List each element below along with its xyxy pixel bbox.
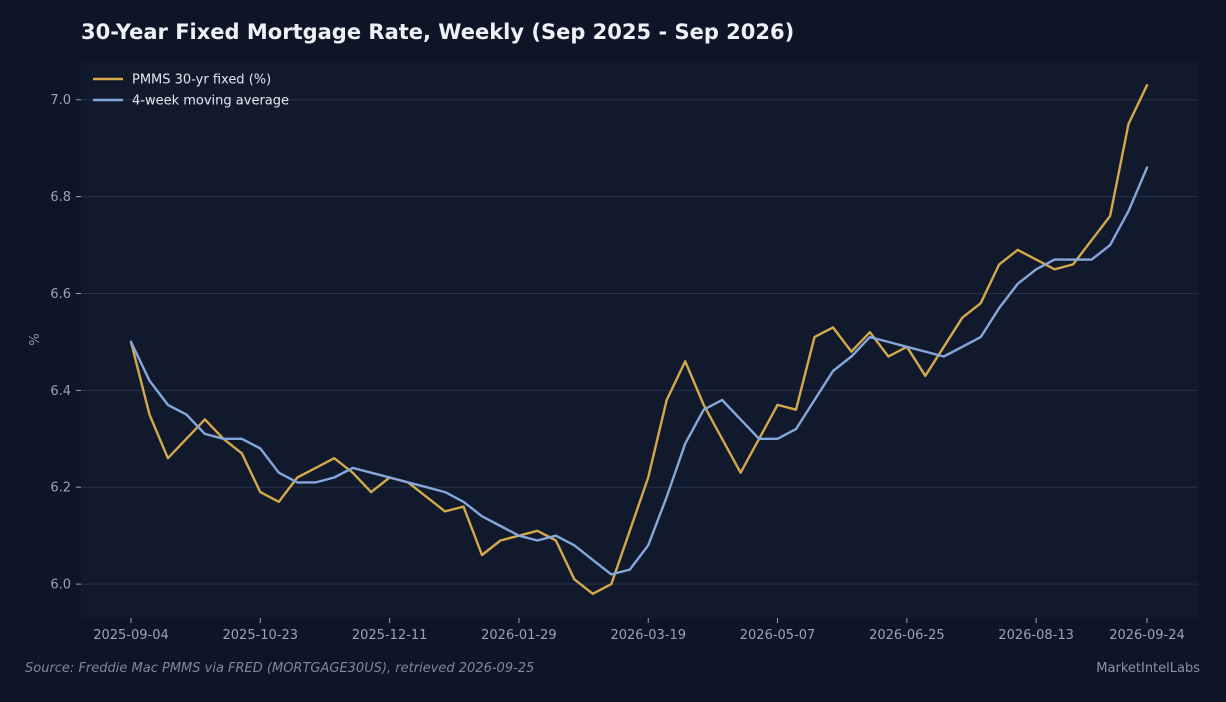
brand-label: MarketIntelLabs xyxy=(1096,661,1200,676)
y-tick-label: 7.0 xyxy=(50,93,71,108)
chart-title: 30-Year Fixed Mortgage Rate, Weekly (Sep… xyxy=(81,20,795,44)
x-tick-label: 2026-09-24 xyxy=(1109,628,1185,643)
source-note: Source: Freddie Mac PMMS via FRED (MORTG… xyxy=(25,661,535,676)
moving-average-series-line xyxy=(129,166,1149,576)
plot-background xyxy=(81,61,1198,618)
y-tick-label: 6.2 xyxy=(50,481,71,496)
legend-label-moving-average: 4-week moving average xyxy=(132,94,289,109)
legend: PMMS 30-yr fixed (%) 4-week moving averag… xyxy=(93,73,289,109)
x-tick-label: 2025-09-04 xyxy=(93,628,169,643)
series-lines xyxy=(129,83,1149,595)
x-tick-label: 2026-01-29 xyxy=(481,628,557,643)
x-tick-label: 2026-08-13 xyxy=(998,628,1074,643)
x-tick-label: 2026-03-19 xyxy=(610,628,686,643)
y-tick-label: 6.6 xyxy=(50,287,71,302)
y-axis-ticks: 6.0 6.2 6.4 6.6 6.8 7.0 xyxy=(50,93,81,593)
y-tick-label: 6.0 xyxy=(50,578,71,593)
grid-lines xyxy=(81,99,1198,585)
x-axis-ticks: 2025-09-04 2025-10-23 2025-12-11 2026-01-29… xyxy=(93,618,1185,643)
x-tick-label: 2026-06-25 xyxy=(869,628,945,643)
pmms-series-line xyxy=(129,83,1149,595)
y-tick-label: 6.8 xyxy=(50,190,71,205)
x-tick-label: 2025-12-11 xyxy=(352,628,428,643)
x-tick-label: 2025-10-23 xyxy=(223,628,299,643)
y-tick-label: 6.4 xyxy=(50,384,71,399)
legend-label-pmms: PMMS 30-yr fixed (%) xyxy=(132,73,271,88)
y-axis-label: % xyxy=(28,333,43,345)
x-tick-label: 2026-05-07 xyxy=(740,628,816,643)
